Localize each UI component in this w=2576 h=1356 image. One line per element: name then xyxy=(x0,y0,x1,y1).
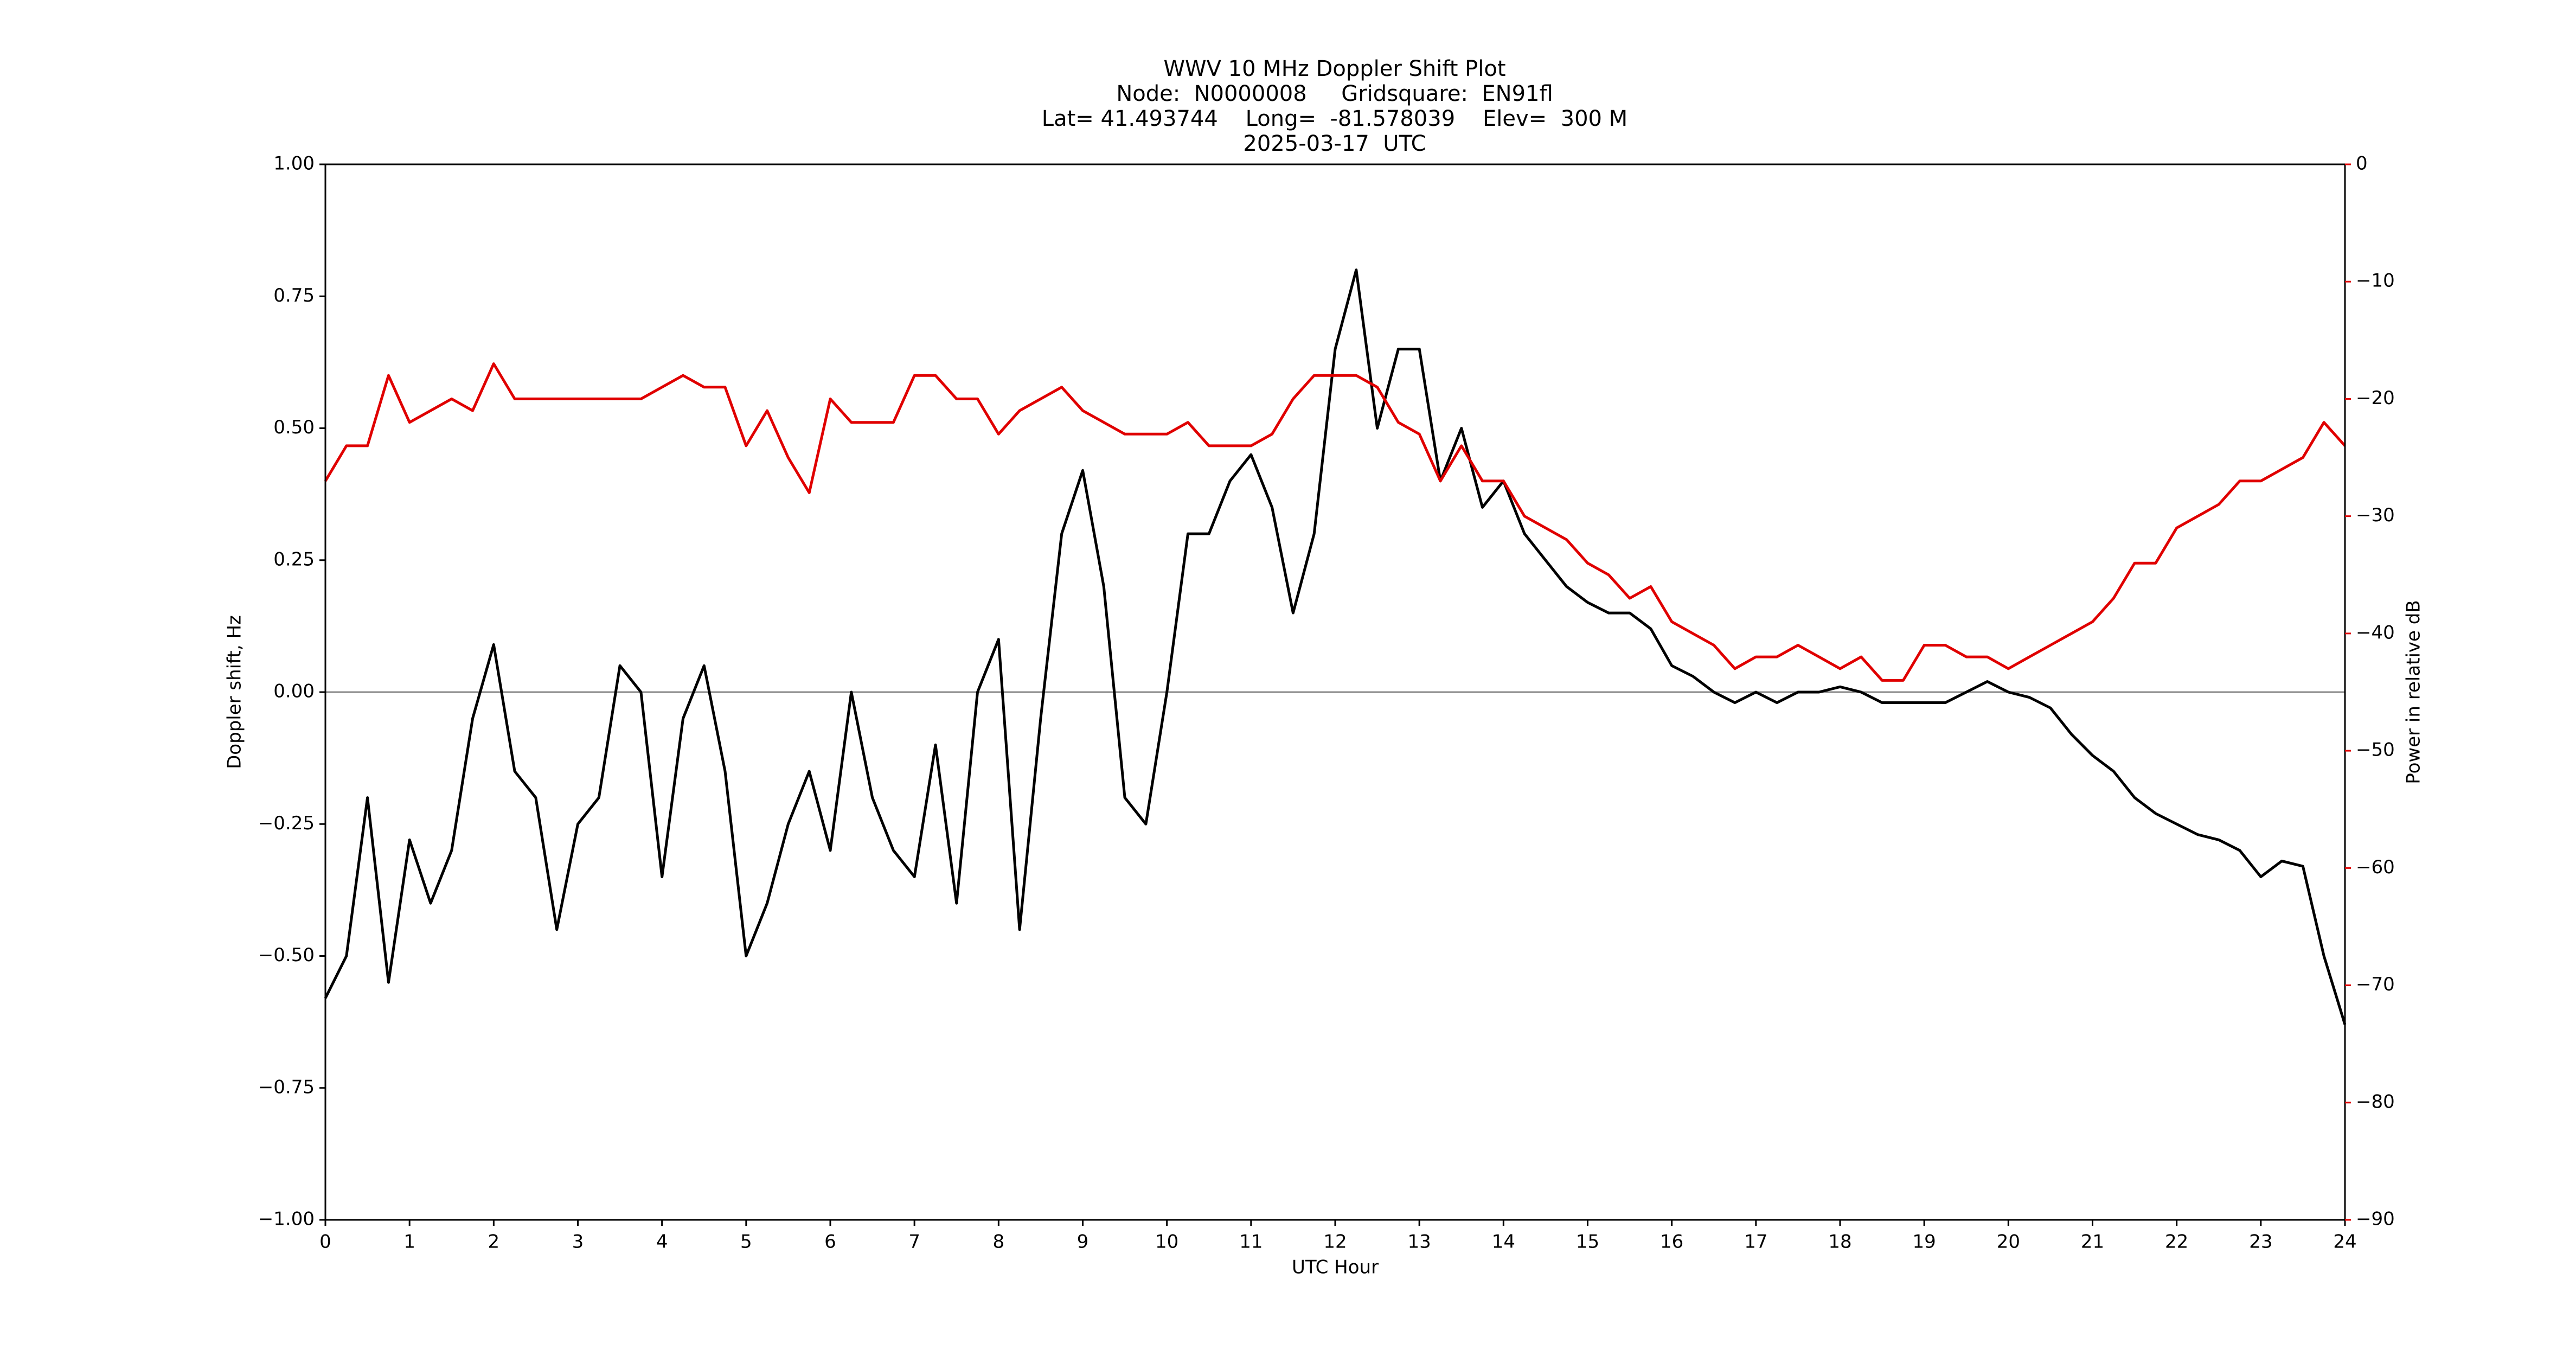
x-tick-label: 18 xyxy=(1828,1231,1851,1253)
x-tick-label: 5 xyxy=(740,1231,752,1253)
y-tick-label: −1.00 xyxy=(258,1208,315,1230)
x-tick-label: 23 xyxy=(2249,1231,2272,1253)
x-tick-label: 11 xyxy=(1239,1231,1263,1253)
y2-tick-label: −10 xyxy=(2356,270,2395,292)
y2-tick-label: −20 xyxy=(2356,387,2395,409)
x-tick-label: 20 xyxy=(1997,1231,2020,1253)
chart-subtitle: Node: N0000008 Gridsquare: EN91fl xyxy=(1116,81,1553,106)
y-tick-label: 0.00 xyxy=(273,681,315,702)
x-tick-label: 15 xyxy=(1576,1231,1599,1253)
y-tick-label: −0.25 xyxy=(258,813,315,834)
x-tick-label: 0 xyxy=(319,1231,331,1253)
x-tick-label: 13 xyxy=(1408,1231,1431,1253)
y2-tick-label: −60 xyxy=(2356,856,2395,878)
x-tick-label: 21 xyxy=(2081,1231,2104,1253)
x-tick-label: 8 xyxy=(993,1231,1005,1253)
y-tick-label: −0.50 xyxy=(258,944,315,966)
chart-subtitle: Lat= 41.493744 Long= -81.578039 Elev= 30… xyxy=(1042,106,1627,131)
x-tick-label: 7 xyxy=(908,1231,920,1253)
y-tick-label: 0.25 xyxy=(273,548,315,570)
chart-subtitle: 2025-03-17 UTC xyxy=(1243,131,1426,156)
y-tick-label: 0.75 xyxy=(273,285,315,306)
y2-tick-label: −80 xyxy=(2356,1091,2395,1112)
x-tick-label: 10 xyxy=(1155,1231,1178,1253)
y2-tick-label: −30 xyxy=(2356,504,2395,526)
y-tick-label: −0.75 xyxy=(258,1076,315,1098)
x-tick-label: 3 xyxy=(572,1231,584,1253)
y-tick-label: 1.00 xyxy=(273,153,315,175)
y-tick-label: 0.50 xyxy=(273,417,315,438)
x-tick-label: 9 xyxy=(1077,1231,1089,1253)
chart-title: WWV 10 MHz Doppler Shift Plot xyxy=(1163,56,1505,81)
x-tick-label: 14 xyxy=(1492,1231,1515,1253)
x-tick-label: 24 xyxy=(2333,1231,2356,1253)
y-axis-label: Doppler shift, Hz xyxy=(224,615,246,769)
y2-axis-label: Power in relative dB xyxy=(2403,600,2425,784)
data-line xyxy=(324,268,2347,1025)
x-axis-label: UTC Hour xyxy=(1292,1257,1379,1278)
x-tick-label: 1 xyxy=(403,1231,415,1253)
data-line xyxy=(324,362,2346,682)
y2-tick-label: −40 xyxy=(2356,622,2395,643)
x-tick-label: 17 xyxy=(1744,1231,1767,1253)
y2-tick-label: −90 xyxy=(2356,1208,2395,1230)
y2-tick-label: −50 xyxy=(2356,739,2395,761)
x-tick-label: 6 xyxy=(824,1231,836,1253)
x-tick-label: 19 xyxy=(1913,1231,1936,1253)
x-tick-label: 16 xyxy=(1660,1231,1683,1253)
x-tick-label: 2 xyxy=(488,1231,500,1253)
x-tick-label: 4 xyxy=(656,1231,668,1253)
y2-tick-label: −70 xyxy=(2356,974,2395,995)
x-tick-label: 22 xyxy=(2165,1231,2188,1253)
y2-tick-label: 0 xyxy=(2356,153,2368,175)
x-tick-label: 12 xyxy=(1323,1231,1347,1253)
